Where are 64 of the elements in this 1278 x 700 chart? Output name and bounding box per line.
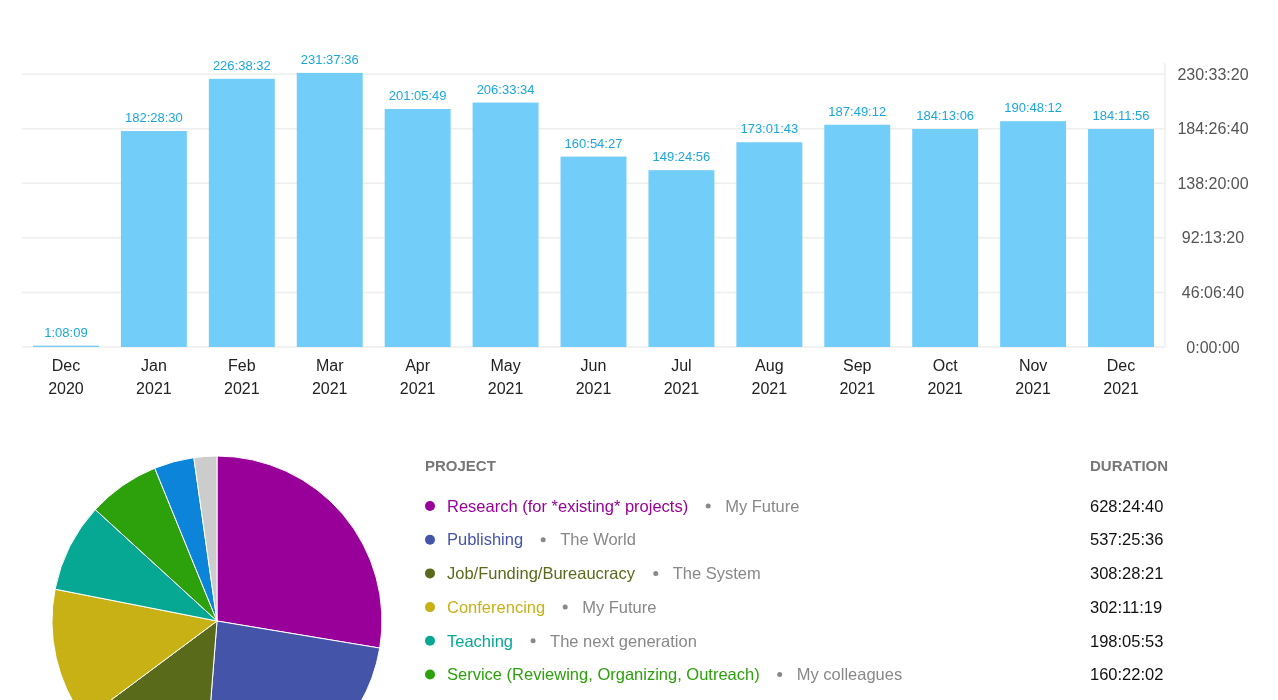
bar bbox=[1000, 121, 1067, 347]
data-label: 160:22:02 bbox=[1090, 665, 1164, 684]
text: The World bbox=[560, 530, 636, 549]
bar bbox=[472, 102, 539, 347]
text: The next generation bbox=[550, 631, 697, 650]
data-label: 628:24:40 bbox=[1090, 496, 1164, 515]
legend-label: Job/Funding/Bureaucracy bbox=[447, 564, 636, 583]
data-label: 190:48:12 bbox=[1004, 100, 1063, 116]
bar bbox=[120, 131, 187, 347]
data-label: 198:05:53 bbox=[1090, 631, 1164, 650]
data-label: 160:54:27 bbox=[564, 135, 623, 151]
y-tick-label: 184:26:40 bbox=[1177, 120, 1249, 138]
legend-label: Teaching bbox=[447, 631, 514, 650]
text: My colleagues bbox=[796, 665, 903, 684]
legend-title: PROJECT bbox=[425, 457, 496, 475]
text: My Future bbox=[725, 496, 800, 515]
x-tick-label: Jan 2021 bbox=[136, 356, 172, 397]
legend-label: Research (for *existing* projects) bbox=[447, 496, 689, 515]
x-tick-label: Feb 2021 bbox=[224, 356, 260, 397]
x-tick-label: Dec 2020 bbox=[48, 356, 84, 397]
x-tick-label: Nov 2021 bbox=[1015, 356, 1052, 397]
text: DURATION bbox=[1090, 457, 1169, 475]
data-label: 302:11:19 bbox=[1090, 597, 1163, 616]
data-label: 231:37:36 bbox=[300, 51, 359, 67]
text: My Future bbox=[582, 597, 657, 616]
data-label: 173:01:43 bbox=[740, 121, 799, 137]
y-tick-label: 230:33:20 bbox=[1177, 65, 1249, 83]
bar bbox=[208, 78, 275, 347]
legend-label: Conferencing bbox=[447, 597, 546, 616]
bar bbox=[736, 142, 803, 347]
data-label: 182:28:30 bbox=[124, 110, 183, 126]
y-tick-label: 46:06:40 bbox=[1181, 284, 1245, 302]
x-tick-label: Jul 2021 bbox=[663, 356, 700, 397]
y-tick-label: 92:13:20 bbox=[1181, 229, 1245, 247]
data-label: 226:38:32 bbox=[212, 57, 271, 73]
x-tick-label: Apr 2021 bbox=[399, 356, 436, 397]
data-label: 537:25:36 bbox=[1090, 530, 1164, 549]
bar bbox=[1088, 129, 1155, 347]
bar bbox=[824, 124, 891, 347]
text: The System bbox=[672, 564, 761, 583]
data-label: 1:08:09 bbox=[44, 324, 88, 340]
data-label: 308:28:21 bbox=[1090, 564, 1164, 583]
x-tick-label: Oct 2021 bbox=[927, 356, 964, 397]
x-tick-label: Aug 2021 bbox=[751, 356, 788, 397]
x-tick-label: Mar 2021 bbox=[311, 356, 348, 397]
bar bbox=[912, 129, 979, 347]
data-label: 184:13:06 bbox=[916, 108, 975, 124]
x-tick-label: Sep 2021 bbox=[839, 356, 876, 397]
x-tick-label: May 2021 bbox=[487, 356, 524, 397]
data-label: 187:49:12 bbox=[828, 103, 887, 119]
data-label: 201:05:49 bbox=[388, 88, 447, 104]
data-label: 149:24:56 bbox=[652, 149, 711, 165]
y-tick-label: 138:20:00 bbox=[1177, 174, 1249, 192]
bar bbox=[648, 170, 715, 347]
bar bbox=[384, 109, 451, 347]
bar bbox=[296, 72, 363, 347]
x-tick-label: Dec 2021 bbox=[1103, 356, 1139, 397]
legend-label: Service (Reviewing, Organizing, Outreach) bbox=[447, 665, 760, 684]
legend-label: Publishing bbox=[447, 530, 524, 549]
x-tick-label: Jun 2021 bbox=[575, 356, 612, 397]
bar bbox=[560, 156, 627, 347]
y-tick-label: 0:00:00 bbox=[1186, 338, 1240, 356]
data-label: 206:33:34 bbox=[476, 81, 535, 97]
data-label: 184:11:56 bbox=[1092, 108, 1150, 124]
